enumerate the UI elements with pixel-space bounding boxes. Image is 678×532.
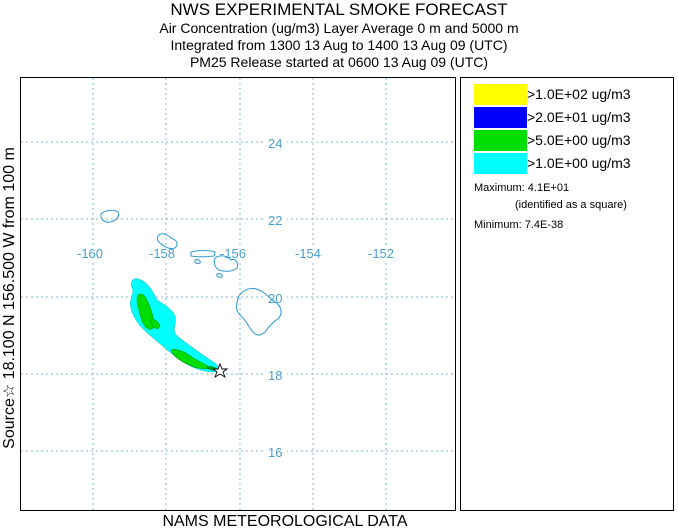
source-location-label: Source☆ 18.100 N 156.500 W from 100 m [1, 147, 18, 449]
lat-label: 16 [268, 445, 282, 460]
minimum-value: Minimum: 7.4E-38 [474, 219, 564, 231]
lon-label: -156 [220, 246, 246, 261]
map-panel: -160 -158 -156 -154 -152 24 22 20 18 16 [20, 77, 456, 511]
smoke-plume-green [136, 293, 154, 330]
legend-label: >1.0E+02 ug/m3 [527, 86, 631, 102]
lat-label: 20 [268, 291, 282, 306]
legend-item: >5.0E+00 ug/m3 [474, 130, 674, 151]
map-svg: -160 -158 -156 -154 -152 24 22 20 18 16 [21, 78, 455, 510]
legend-label: >5.0E+00 ug/m3 [527, 132, 631, 148]
legend-swatch-green [474, 130, 527, 151]
legend-label: >2.0E+01 ug/m3 [527, 109, 631, 125]
legend-item: >1.0E+00 ug/m3 [474, 153, 674, 174]
lon-label: -154 [295, 246, 321, 261]
island-kahoolawe [216, 273, 223, 278]
island-hawaii [235, 287, 282, 336]
legend-swatch-cyan [474, 153, 527, 174]
lon-label: -160 [77, 246, 103, 261]
source-star-icon [211, 362, 229, 379]
lat-label: 18 [268, 368, 282, 383]
maximum-value: Maximum: 4.1E+01 [474, 182, 570, 194]
data-source-label: NAMS METEOROLOGICAL DATA [162, 513, 408, 530]
maximum-note: (identified as a square) [515, 199, 627, 211]
island-maui [213, 255, 239, 272]
island-kauai [100, 209, 120, 223]
legend-swatch-yellow [474, 84, 527, 105]
lat-label: 24 [268, 136, 282, 151]
legend-item: >1.0E+02 ug/m3 [474, 84, 674, 105]
legend-panel: >1.0E+02 ug/m3 >2.0E+01 ug/m3 >5.0E+00 u… [460, 77, 674, 511]
graticule [21, 78, 455, 510]
island-oahu [156, 233, 178, 250]
concentration-subtitle: Air Concentration (ug/m3) Layer Average … [159, 20, 519, 36]
island-lanai [194, 259, 201, 264]
legend-item: >2.0E+01 ug/m3 [474, 107, 674, 128]
lat-label: 22 [268, 213, 282, 228]
lon-label: -158 [149, 246, 175, 261]
release-info: PM25 Release started at 0600 13 Aug 09 (… [189, 54, 489, 70]
lon-label: -152 [368, 246, 394, 261]
legend-swatch-blue [474, 107, 527, 128]
smoke-plume-cyan [130, 278, 219, 373]
integration-period: Integrated from 1300 13 Aug to 1400 13 A… [170, 37, 508, 53]
map-title: NWS EXPERIMENTAL SMOKE FORECAST [170, 0, 508, 19]
island-molokai [190, 249, 216, 258]
smoke-plume-green [150, 319, 160, 329]
coastline [100, 209, 282, 336]
legend-label: >1.0E+00 ug/m3 [527, 155, 631, 171]
